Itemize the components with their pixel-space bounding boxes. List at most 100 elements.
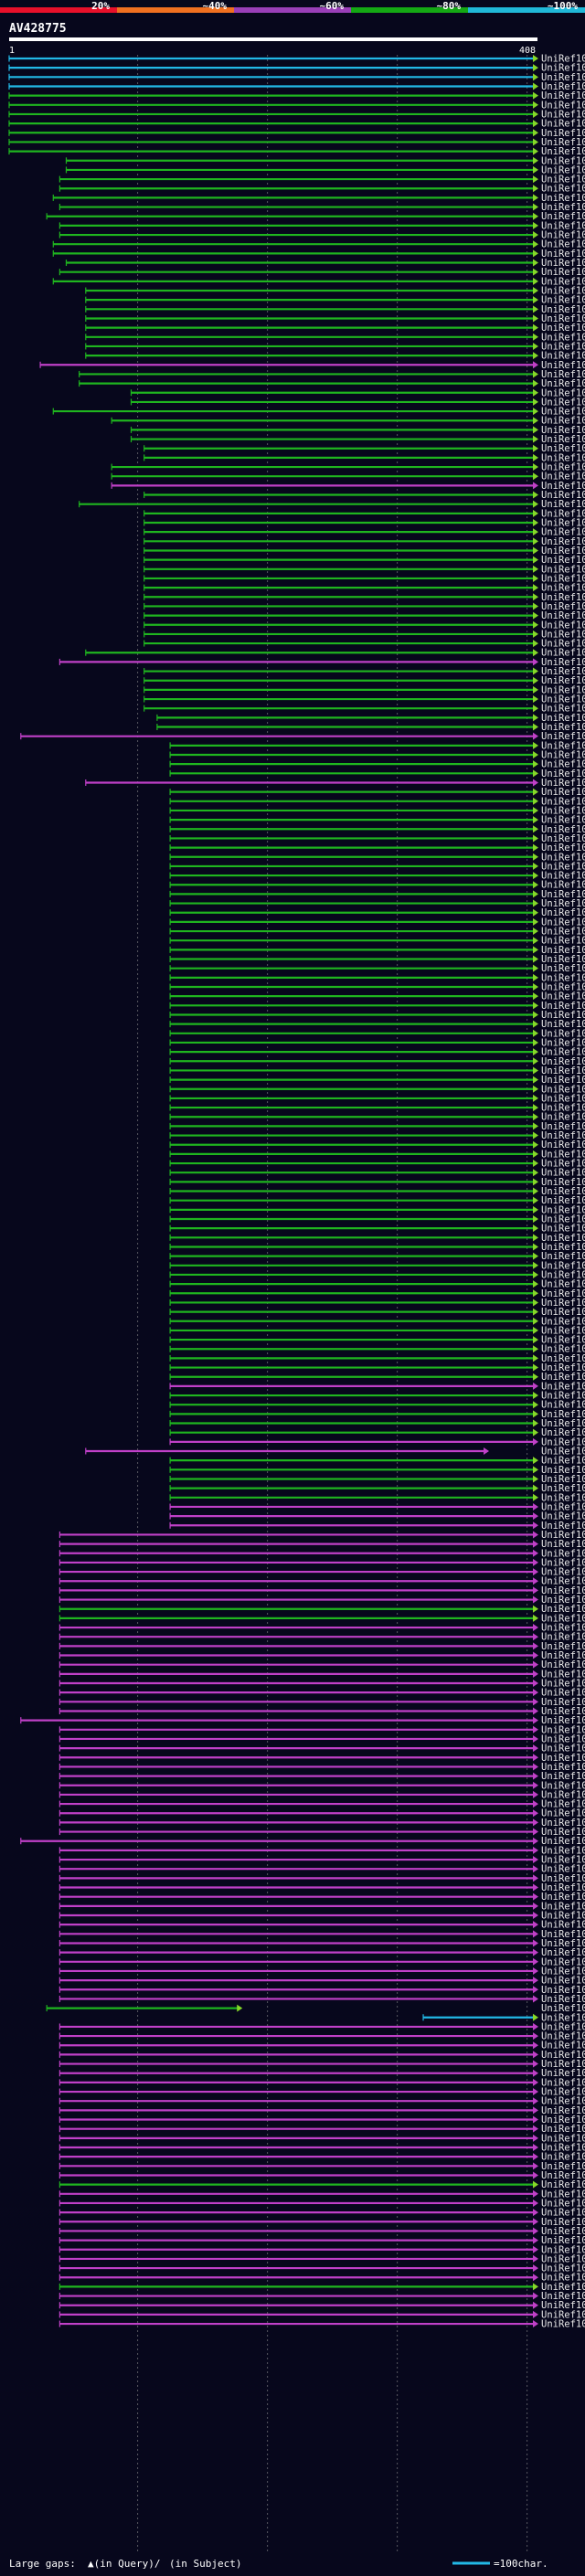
hit-label[interactable]: UniRef100_B9RHZ3 (541, 1047, 585, 1058)
hit-label[interactable]: UniRef100_A2Y4W3 (541, 1140, 585, 1150)
hit-label[interactable]: UniRef100_A5BBX8 (541, 536, 585, 547)
hit-label[interactable]: UniRef100_Q53KV1 (541, 713, 585, 724)
hit-label[interactable]: UniRef100_Q81S27 (541, 2309, 585, 2320)
hit-label[interactable]: UniRef100_C0HG45 (541, 313, 585, 324)
hit-label[interactable]: UniRef100_A8XC16 (541, 1920, 585, 1931)
hit-label[interactable]: UniRef100_A9UUV5 (541, 1585, 585, 1596)
hit-label[interactable]: UniRef100_B7FED2 (541, 2273, 585, 2284)
hit-label[interactable]: UniRef100_UPI000... (541, 2077, 585, 2088)
hit-label[interactable]: UniRef100_B9KUG3 (541, 230, 585, 241)
hit-label[interactable]: UniRef100_A7PGZ0 (541, 481, 585, 492)
hit-label[interactable]: UniRef100_Q6SBW0 (541, 2263, 585, 2274)
hit-label[interactable]: UniRef100_Q9STK4 (541, 1298, 585, 1309)
hit-label[interactable]: UniRef100_B9GE20 (541, 861, 585, 872)
hit-label[interactable]: UniRef100_A5AQB4 (541, 704, 585, 715)
hit-label[interactable]: UniRef100_A9V8E3 (541, 1688, 585, 1699)
hit-label[interactable]: UniRef100_A5VDD5 (541, 258, 585, 269)
hit-label[interactable]: UniRef100_A8XVD3 (541, 1753, 585, 1764)
hit-label[interactable]: UniRef100_B3RW60 (541, 1669, 585, 1680)
hit-label[interactable]: UniRef100_Q0JC14 (541, 286, 585, 297)
hit-label[interactable]: UniRef100_A7R2T2 (541, 332, 585, 343)
hit-label[interactable]: UniRef100_Q9ZTX8 (541, 573, 585, 584)
hit-label[interactable]: UniRef100_Q53KV7 (541, 917, 585, 928)
hit-label[interactable]: UniRef100_C3Y5K5 (541, 2217, 585, 2228)
hit-label[interactable]: UniRef100_B9WHX3 (541, 2253, 585, 2264)
hit-label[interactable]: UniRef100_C5XX86 (541, 360, 585, 371)
hit-label[interactable]: UniRef100_B4N361 (541, 2041, 585, 2051)
hit-label[interactable]: UniRef100_Q3JTV6 (541, 1873, 585, 1884)
hit-label[interactable]: UniRef100_Q62311 (541, 1548, 585, 1559)
hit-label[interactable]: UniRef100_Q9LXC6 (541, 100, 585, 111)
hit-label[interactable]: UniRef100_A5BDZ1 (541, 341, 585, 352)
hit-label[interactable]: UniRef100_B9SCZ5 (541, 648, 585, 659)
hit-label[interactable]: UniRef100_B9HG77 (541, 1372, 585, 1383)
hit-label[interactable]: UniRef100_B9GVF6 (541, 731, 585, 742)
hit-label[interactable]: UniRef100_Q8VVL5 (541, 2189, 585, 2200)
hit-label[interactable]: UniRef100_Q6CBU0 (541, 2059, 585, 2070)
hit-label[interactable]: UniRef100_UPI000... (541, 1679, 585, 1690)
hit-label[interactable]: UniRef100_A6QT11 (541, 1966, 585, 1977)
hit-label[interactable]: UniRef100_Q2QSH4 (541, 1465, 585, 1476)
hit-label[interactable]: UniRef100_Q0DSJ6 (541, 1214, 585, 1225)
hit-label[interactable]: UniRef100_A5ANC3 (541, 452, 585, 463)
hit-label[interactable]: UniRef100_C0PF10 (541, 304, 585, 315)
hit-label[interactable]: UniRef100_B9GN85 (541, 184, 585, 195)
hit-label[interactable]: UniRef100_B9IGD9 (541, 1316, 585, 1327)
hit-label[interactable]: UniRef100_Q1E372 (541, 2244, 585, 2255)
hit-label[interactable]: UniRef100_B9M334 (541, 1827, 585, 1838)
hit-label[interactable]: UniRef100_B9HE14 (541, 972, 585, 983)
hit-label[interactable]: UniRef100_B6U574 (541, 1362, 585, 1373)
hit-label[interactable]: UniRef100_B9SD06 (541, 1576, 585, 1587)
hit-label[interactable]: UniRef100_C5WPH8 (541, 1595, 585, 1606)
hit-label[interactable]: UniRef100_Q5ZDH9 (541, 462, 585, 473)
hit-label[interactable]: UniRef100_B5DQ72 (541, 2031, 585, 2042)
hit-label[interactable]: UniRef100_A9V7K0 (541, 1539, 585, 1550)
hit-label[interactable]: UniRef100_Q9LRV7 (541, 490, 585, 501)
hit-label[interactable]: UniRef100_A2WKG3 (541, 472, 585, 482)
hit-label[interactable]: UniRef100_Q9FGF3 (541, 90, 585, 101)
hit-label[interactable]: UniRef100_P53832 (541, 2133, 585, 2144)
hit-label[interactable]: UniRef100_Q17RH7 (541, 1976, 585, 1987)
hit-label[interactable]: UniRef100_B9RI51 (541, 63, 585, 74)
hit-label[interactable]: UniRef100_B9E4M2 (541, 1845, 585, 1856)
hit-label[interactable]: UniRef100_A2Q6Z5 (541, 1985, 585, 1996)
hit-label[interactable]: UniRef100_A9VEJ0 (541, 1733, 585, 1744)
hit-label[interactable]: UniRef100_Q4WUX8 (541, 1947, 585, 1958)
hit-label[interactable]: UniRef100_UPI000... (541, 276, 585, 287)
hit-label[interactable]: UniRef100_UPI000... (541, 1483, 585, 1494)
hit-label[interactable]: UniRef100_B8B3M3 (541, 1427, 585, 1438)
hit-label[interactable]: UniRef100_B9HAM1 (541, 657, 585, 668)
hit-label[interactable]: UniRef100_B4KJ27 (541, 1641, 585, 1652)
hit-label[interactable]: UniRef100_B9HJZ1 (541, 740, 585, 751)
hit-label[interactable]: UniRef100_B9SJP9 (541, 991, 585, 1002)
hit-label[interactable]: UniRef100_A2X5Q0 (541, 787, 585, 798)
hit-label[interactable]: UniRef100_C0PSA8 (541, 155, 585, 166)
hit-label[interactable]: UniRef100_B9FIX5 (541, 1121, 585, 1132)
hit-label[interactable]: UniRef100_A3BJ79 (541, 982, 585, 993)
hit-label[interactable]: UniRef100_A2Q1B1 (541, 54, 585, 65)
hit-label[interactable]: UniRef100_C5WRU8 (541, 778, 585, 789)
hit-label[interactable]: UniRef100_A7TFZ0 (541, 2115, 585, 2125)
hit-label[interactable]: UniRef100_Q6AV53 (541, 1623, 585, 1634)
hit-label[interactable]: UniRef100_C5KZZ4 (541, 1799, 585, 1810)
hit-label[interactable]: UniRef100_A2Y4M8 (541, 128, 585, 139)
hit-label[interactable]: UniRef100_B9SFW2 (541, 369, 585, 380)
hit-label[interactable]: UniRef100_C5Z6R6 (541, 1037, 585, 1048)
hit-label[interactable]: UniRef100_B9IEY3 (541, 1436, 585, 1447)
hit-label[interactable]: UniRef100_Q9FVL3 (541, 583, 585, 594)
hit-label[interactable]: UniRef100_UPI000... (541, 1604, 585, 1615)
hit-label[interactable]: UniRef100_A7PC57 (541, 880, 585, 891)
hit-label[interactable]: UniRef100_B9HHE1 (541, 907, 585, 918)
hit-label[interactable]: UniRef100_Q9LDV9 (541, 211, 585, 222)
hit-label[interactable]: UniRef100_A9SXG9 (541, 750, 585, 761)
hit-label[interactable]: UniRef100_B9NDT5 (541, 1233, 585, 1244)
hit-label[interactable]: UniRef100_A6ZRS2 (541, 2124, 585, 2135)
hit-label[interactable]: UniRef100_Q75H09 (541, 1112, 585, 1123)
hit-label[interactable]: UniRef100_B6SZC5 (541, 684, 585, 695)
hit-label[interactable]: UniRef100_C5DDC6 (541, 2161, 585, 2172)
hit-label[interactable]: UniRef100_C6TEL8 (541, 434, 585, 445)
hit-label[interactable]: UniRef100_UPI000... (541, 1381, 585, 1392)
hit-label[interactable]: UniRef100_A9RPR6 (541, 871, 585, 882)
hit-label[interactable]: UniRef100_A5AXE4 (541, 889, 585, 900)
hit-label[interactable]: UniRef100_B3MKH1 (541, 2143, 585, 2154)
